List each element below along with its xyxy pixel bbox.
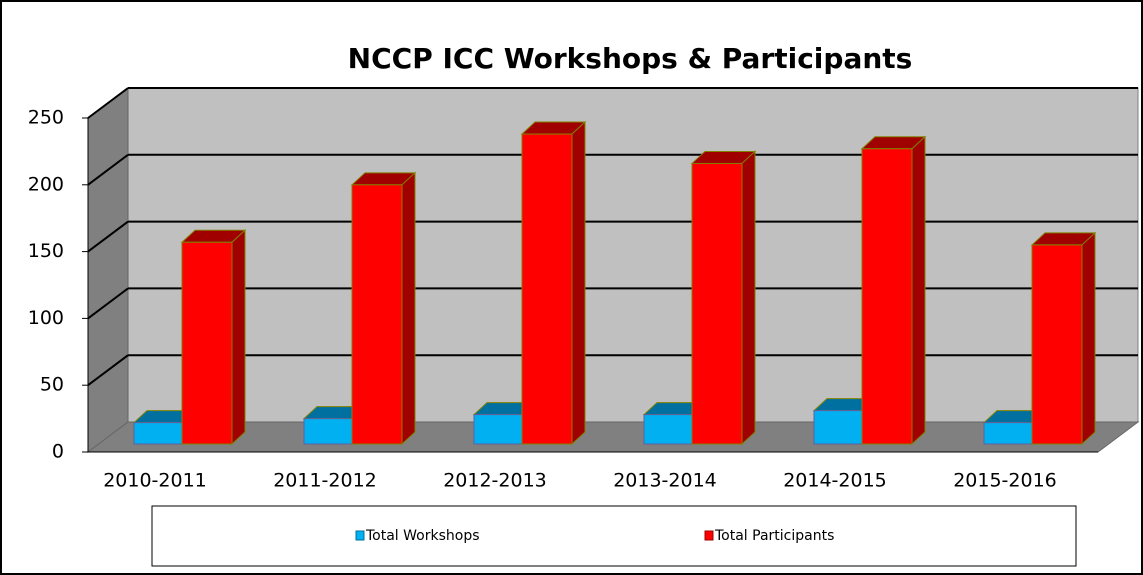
bar-front bbox=[861, 148, 913, 445]
legend-label: Total Workshops bbox=[365, 528, 480, 544]
bar-front bbox=[351, 184, 403, 445]
bar bbox=[1030, 231, 1097, 446]
legend-label: Total Participants bbox=[714, 528, 834, 544]
x-tick-label: 2012-2013 bbox=[443, 470, 547, 492]
y-tick-label: 0 bbox=[52, 441, 64, 463]
bar-side bbox=[741, 150, 756, 446]
bar-side bbox=[571, 120, 586, 446]
chart-title: NCCP ICC Workshops & Participants bbox=[348, 42, 913, 75]
bar-front bbox=[643, 414, 693, 445]
bar bbox=[860, 135, 927, 446]
legend bbox=[151, 505, 1077, 567]
bar-front bbox=[133, 422, 183, 445]
y-tick-label: 200 bbox=[28, 173, 64, 195]
bar bbox=[690, 150, 757, 446]
bar-side bbox=[911, 135, 926, 446]
y-tick-label: 100 bbox=[28, 307, 64, 329]
grid-line bbox=[87, 220, 129, 253]
x-tick-label: 2013-2014 bbox=[613, 470, 717, 492]
bar bbox=[180, 229, 247, 446]
x-tick-label: 2011-2012 bbox=[273, 470, 377, 492]
side-wall bbox=[87, 87, 129, 453]
bar-front bbox=[983, 422, 1033, 445]
bar-side bbox=[401, 171, 416, 446]
y-tick-label: 150 bbox=[28, 240, 64, 262]
x-tick-label: 2014-2015 bbox=[783, 470, 887, 492]
bar bbox=[520, 120, 587, 446]
bar bbox=[350, 171, 417, 446]
y-tick-label: 50 bbox=[40, 374, 64, 396]
bar-front bbox=[303, 418, 353, 445]
bar-front bbox=[181, 241, 233, 445]
bar-front bbox=[813, 410, 863, 445]
back-wall bbox=[127, 87, 1139, 423]
bar-front bbox=[473, 414, 523, 445]
x-tick-label: 2015-2016 bbox=[953, 470, 1057, 492]
bar-front bbox=[1031, 244, 1083, 445]
x-tick-label: 2010-2011 bbox=[103, 470, 207, 492]
y-tick-label: 250 bbox=[28, 107, 64, 129]
grid-line bbox=[87, 354, 129, 387]
grid-line bbox=[87, 287, 129, 320]
grid-line bbox=[87, 154, 129, 186]
bar-side bbox=[1081, 231, 1096, 446]
bar-side bbox=[231, 229, 246, 446]
grid-line bbox=[87, 87, 129, 119]
bar-front bbox=[691, 162, 743, 445]
legend-swatch bbox=[704, 530, 714, 541]
bar-front bbox=[521, 133, 573, 445]
legend-swatch bbox=[355, 530, 365, 541]
